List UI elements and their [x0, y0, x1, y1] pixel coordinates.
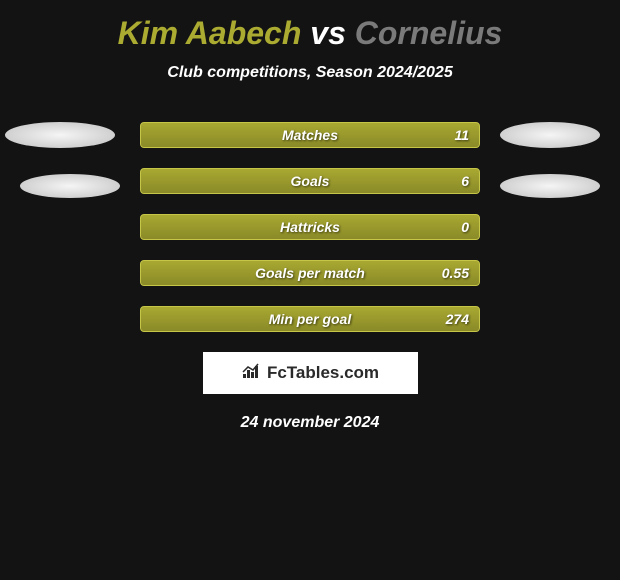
stat-label: Goals: [291, 173, 330, 189]
stat-row-min-per-goal: Min per goal 274: [140, 306, 480, 332]
player-a-avatar-placeholder-1: [5, 122, 115, 148]
comparison-title: Kim Aabech vs Cornelius: [0, 0, 620, 52]
stat-row-hattricks: Hattricks 0: [140, 214, 480, 240]
player-b-avatar-placeholder-1: [500, 122, 600, 148]
date: 24 november 2024: [0, 414, 620, 432]
stat-label: Goals per match: [255, 265, 365, 281]
stat-value: 0: [461, 219, 469, 235]
logo-box[interactable]: FcTables.com: [203, 352, 418, 394]
player-b-avatar-placeholder-2: [500, 174, 600, 198]
player-a-name: Kim Aabech: [118, 15, 302, 51]
stat-value: 0.55: [442, 265, 469, 281]
stat-row-matches: Matches 11: [140, 122, 480, 148]
stat-row-goals-per-match: Goals per match 0.55: [140, 260, 480, 286]
stat-label: Min per goal: [269, 311, 351, 327]
stat-row-goals: Goals 6: [140, 168, 480, 194]
subtitle: Club competitions, Season 2024/2025: [0, 64, 620, 82]
stat-value: 11: [454, 127, 469, 143]
logo: FcTables.com: [241, 362, 379, 385]
vs-text: vs: [310, 15, 346, 51]
player-b-name: Cornelius: [355, 15, 503, 51]
stat-value: 274: [446, 311, 469, 327]
stat-label: Matches: [282, 127, 338, 143]
player-a-avatar-placeholder-2: [20, 174, 120, 198]
stats-container: Matches 11 Goals 6 Hattricks 0 Goals per…: [0, 122, 620, 332]
logo-text: FcTables.com: [267, 363, 379, 383]
stat-value: 6: [461, 173, 469, 189]
stat-label: Hattricks: [280, 219, 340, 235]
bar-chart-icon: [241, 362, 263, 385]
